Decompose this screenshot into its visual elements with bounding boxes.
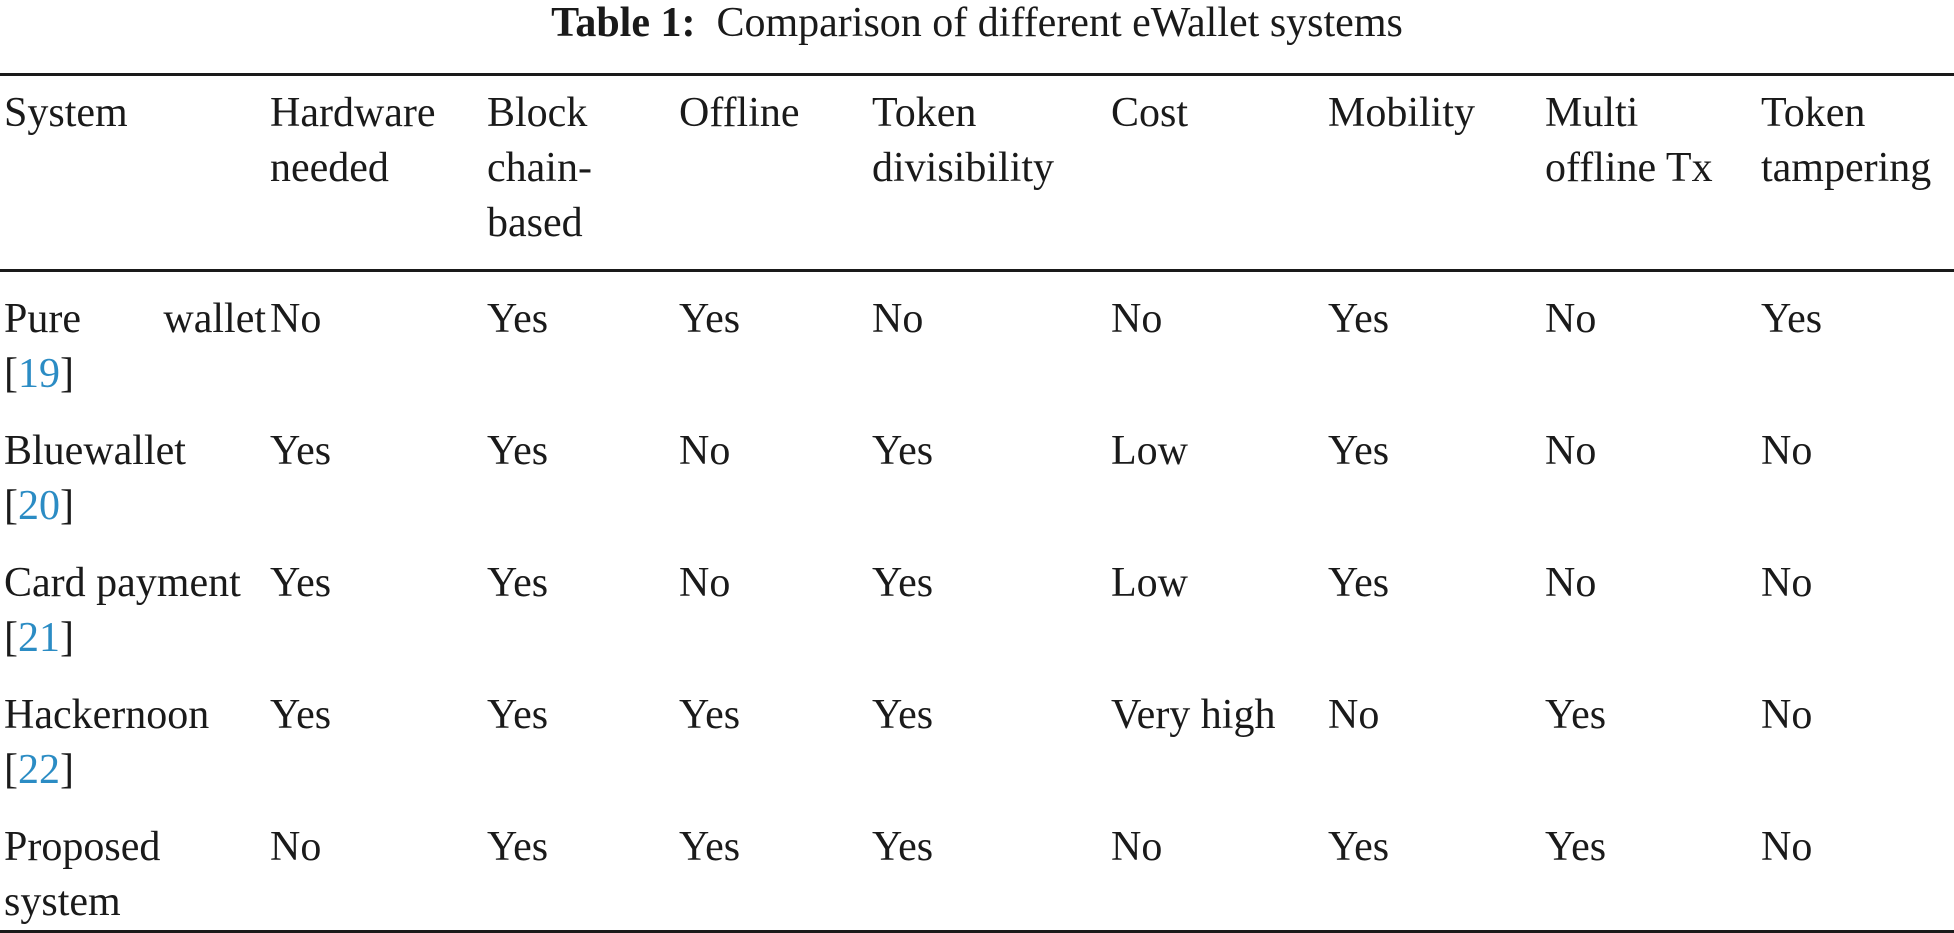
header-cost: Cost bbox=[1111, 90, 1189, 136]
table-cell: No bbox=[679, 560, 731, 606]
table-cell: No bbox=[872, 296, 924, 342]
table-cell: Yes bbox=[1545, 692, 1607, 738]
table-cell: No bbox=[270, 824, 322, 870]
table-cell: Yes bbox=[872, 824, 934, 870]
system-cell: Hackernoon [22] bbox=[4, 692, 210, 793]
table-cell: Yes bbox=[1328, 560, 1390, 606]
citation-link[interactable]: 21 bbox=[18, 615, 60, 661]
table-cell: Yes bbox=[679, 296, 741, 342]
system-cell: Card payment [21] bbox=[4, 560, 241, 661]
header-system: System bbox=[4, 90, 128, 136]
system-cell: Pure wallet [19] bbox=[4, 296, 266, 397]
comparison-table-container: System Hardware needed Block chain-based… bbox=[0, 73, 1954, 933]
table-cell: No bbox=[1761, 692, 1813, 738]
table-cell: No bbox=[1328, 692, 1380, 738]
system-name: Proposed system bbox=[4, 824, 161, 925]
comparison-table: System Hardware needed Block chain-based… bbox=[0, 73, 1954, 933]
header-token-divisibility: Token divisibility bbox=[872, 90, 1055, 191]
table-cell: Yes bbox=[872, 428, 934, 474]
table-row: Card payment [21] Yes Yes No Yes Low Yes… bbox=[0, 534, 1954, 666]
table-cell: No bbox=[1545, 428, 1597, 474]
table-cell: Yes bbox=[679, 692, 741, 738]
table-cell: No bbox=[1545, 296, 1597, 342]
header-mobility: Mobility bbox=[1328, 90, 1476, 136]
table-cell: Yes bbox=[1328, 296, 1390, 342]
table-cell: Yes bbox=[487, 296, 549, 342]
table-cell: Yes bbox=[270, 428, 332, 474]
table-cell: Yes bbox=[487, 428, 549, 474]
table-cell: No bbox=[1761, 428, 1813, 474]
header-blockchain-based: Block chain-based bbox=[487, 90, 592, 246]
table-cell: Yes bbox=[1328, 428, 1390, 474]
citation-link[interactable]: 20 bbox=[18, 483, 60, 529]
table-cell: Low bbox=[1111, 428, 1188, 474]
header-token-tampering: Token tampering bbox=[1761, 90, 1932, 191]
system-name: Hackernoon bbox=[4, 692, 210, 738]
table-cell: No bbox=[679, 428, 731, 474]
table-cell: No bbox=[1545, 560, 1597, 606]
table-cell: Yes bbox=[1761, 296, 1823, 342]
table-cell: No bbox=[1111, 296, 1163, 342]
table-row: Proposed system No Yes Yes Yes No Yes Ye… bbox=[0, 798, 1954, 932]
caption-text: Comparison of different eWallet systems bbox=[716, 0, 1403, 46]
system-cell: Proposed system bbox=[0, 798, 266, 932]
header-offline: Offline bbox=[679, 90, 800, 136]
table-cell: Low bbox=[1111, 560, 1188, 606]
citation-link[interactable]: 19 bbox=[18, 351, 60, 397]
table-cell: Yes bbox=[487, 560, 549, 606]
citation-link[interactable]: 22 bbox=[18, 747, 60, 793]
header-multi-offline-tx: Multi offline Tx bbox=[1545, 90, 1713, 191]
table-cell: Yes bbox=[1545, 824, 1607, 870]
table-cell: No bbox=[1761, 824, 1813, 870]
header-hardware-needed: Hardware needed bbox=[270, 90, 436, 191]
table-cell: Very high bbox=[1111, 692, 1276, 738]
table-cell: No bbox=[1111, 824, 1163, 870]
table-cell: No bbox=[270, 296, 322, 342]
table-cell: Yes bbox=[270, 692, 332, 738]
table-row: Hackernoon [22] Yes Yes Yes Yes Very hig… bbox=[0, 666, 1954, 798]
table-caption: Table 1: Comparison of different eWallet… bbox=[0, 0, 1954, 46]
table-row: Pure wallet [19] No Yes Yes No No Yes No… bbox=[0, 271, 1954, 403]
table-cell: Yes bbox=[270, 560, 332, 606]
system-name: Card payment bbox=[4, 560, 241, 606]
system-name: Pure wallet bbox=[4, 296, 266, 342]
system-name: Bluewallet bbox=[4, 428, 186, 474]
table-cell: Yes bbox=[872, 560, 934, 606]
table-cell: No bbox=[1761, 560, 1813, 606]
caption-label: Table 1: bbox=[551, 0, 696, 46]
table-cell: Yes bbox=[487, 692, 549, 738]
table-cell: Yes bbox=[679, 824, 741, 870]
table-cell: Yes bbox=[1328, 824, 1390, 870]
table-row: Bluewallet [20] Yes Yes No Yes Low Yes N… bbox=[0, 402, 1954, 534]
system-cell: Bluewallet [20] bbox=[4, 428, 186, 529]
header-row: System Hardware needed Block chain-based… bbox=[0, 74, 1954, 271]
table-cell: Yes bbox=[487, 824, 549, 870]
table-cell: Yes bbox=[872, 692, 934, 738]
